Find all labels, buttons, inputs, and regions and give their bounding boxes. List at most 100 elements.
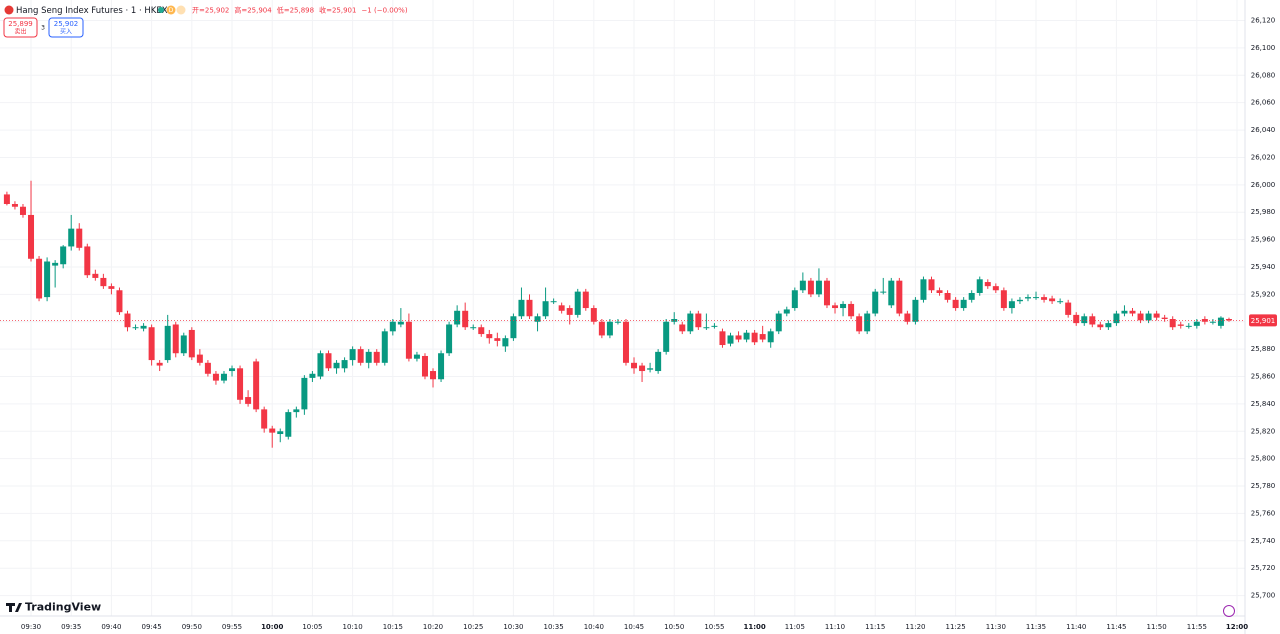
candle-body xyxy=(976,279,983,293)
legend-item: 低=25,898 xyxy=(277,6,314,15)
candle-body xyxy=(1049,298,1056,302)
candle-body xyxy=(148,327,155,361)
legend-item: −1 (−0.00%) xyxy=(361,7,407,15)
candle-body xyxy=(848,303,855,317)
candle-body xyxy=(1121,310,1128,314)
candle-body xyxy=(1016,299,1023,302)
candle-body xyxy=(164,325,171,361)
candle-body xyxy=(872,291,879,314)
candle-body xyxy=(526,299,533,317)
x-tick-label: 10:20 xyxy=(423,623,443,631)
candle-body xyxy=(727,335,734,344)
candle-body xyxy=(1209,321,1216,323)
x-tick-label: 11:30 xyxy=(986,623,1006,631)
candle-body xyxy=(1041,297,1048,300)
candle-body xyxy=(373,351,380,363)
candle-body xyxy=(679,324,686,332)
candle-body xyxy=(1057,301,1064,303)
candle-body xyxy=(928,279,935,291)
brand: TradingView xyxy=(25,601,101,614)
candle-body xyxy=(84,246,91,276)
candle-body xyxy=(1217,317,1224,326)
candle-body xyxy=(333,362,340,369)
candle-body xyxy=(357,349,364,363)
buy-button[interactable] xyxy=(48,17,84,38)
candles xyxy=(3,180,1232,448)
x-tick-label: 10:00 xyxy=(261,623,283,631)
buy-price[interactable]: 25,902 xyxy=(54,20,79,28)
buy-label[interactable]: 买入 xyxy=(60,28,72,36)
candle-body xyxy=(1137,313,1144,321)
x-tick-label: 09:55 xyxy=(222,623,242,631)
candle-body xyxy=(301,377,308,410)
candle-body xyxy=(116,290,123,313)
candle-body xyxy=(598,321,605,336)
symbol-icon xyxy=(4,5,14,15)
y-tick-label: 25,820 xyxy=(1251,427,1276,435)
candle-body xyxy=(864,313,871,332)
candle-body xyxy=(413,354,420,359)
candle-body xyxy=(462,310,469,328)
candle-body xyxy=(212,373,219,381)
x-tick-label: 10:35 xyxy=(544,623,564,631)
candle-body xyxy=(606,321,613,336)
candle-body xyxy=(1024,297,1031,299)
grid xyxy=(0,0,1245,616)
candle-body xyxy=(767,331,774,343)
y-tick-label: 26,100 xyxy=(1251,44,1276,52)
candle-body xyxy=(695,313,702,328)
candle-body xyxy=(1033,297,1040,299)
alert-icon[interactable] xyxy=(1223,605,1235,617)
candle-body xyxy=(920,279,927,300)
candle-body xyxy=(1065,302,1072,315)
x-tick-label: 11:00 xyxy=(743,623,765,631)
candle-body xyxy=(984,282,991,287)
candle-body xyxy=(1193,321,1200,326)
candle-body xyxy=(470,327,477,329)
candle-body xyxy=(341,360,348,369)
sell-price[interactable]: 25,899 xyxy=(8,20,33,28)
y-tick-label: 26,040 xyxy=(1251,126,1276,134)
y-tick-label: 25,960 xyxy=(1251,236,1276,244)
candle-body xyxy=(1145,313,1152,321)
candle-body xyxy=(735,335,742,340)
candle-body xyxy=(944,292,951,300)
candle-body xyxy=(840,303,847,309)
x-tick-label: 12:00 xyxy=(1226,623,1248,631)
y-tick-label: 25,840 xyxy=(1251,400,1276,408)
y-tick-label: 25,980 xyxy=(1251,208,1276,216)
candle-body xyxy=(719,331,726,346)
candle-body xyxy=(269,428,276,433)
sell-label[interactable]: 卖出 xyxy=(14,28,26,36)
candle-body xyxy=(381,331,388,363)
candle-body xyxy=(799,280,806,291)
candle-body xyxy=(132,327,139,329)
candle-body xyxy=(759,334,766,340)
candle-body xyxy=(622,321,629,363)
x-tick-label: 09:40 xyxy=(101,623,121,631)
sell-button[interactable] xyxy=(3,17,38,38)
x-tick-label: 10:10 xyxy=(343,623,363,631)
candle-body xyxy=(454,310,461,325)
last-price-label: 25,901 xyxy=(1251,317,1276,325)
candle-body xyxy=(663,321,670,352)
candle-body xyxy=(614,321,621,323)
candle-body xyxy=(1081,316,1088,324)
candle-body xyxy=(19,206,26,215)
candle-body xyxy=(952,299,959,309)
x-tick-label: 09:30 xyxy=(21,623,41,631)
candle-body xyxy=(172,324,179,354)
candle-body xyxy=(582,291,589,309)
candle-body xyxy=(815,280,822,295)
x-tick-label: 09:35 xyxy=(61,623,81,631)
x-tick-label: 09:50 xyxy=(182,623,202,631)
candle-body xyxy=(430,371,437,380)
candle-body xyxy=(349,349,356,361)
x-tick-label: 10:55 xyxy=(704,623,724,631)
badge-bg xyxy=(166,5,176,15)
candle-body xyxy=(229,368,236,372)
status-dot xyxy=(158,7,164,13)
candle-body xyxy=(478,327,485,335)
candle-body xyxy=(11,204,18,207)
candle-body xyxy=(317,353,324,377)
